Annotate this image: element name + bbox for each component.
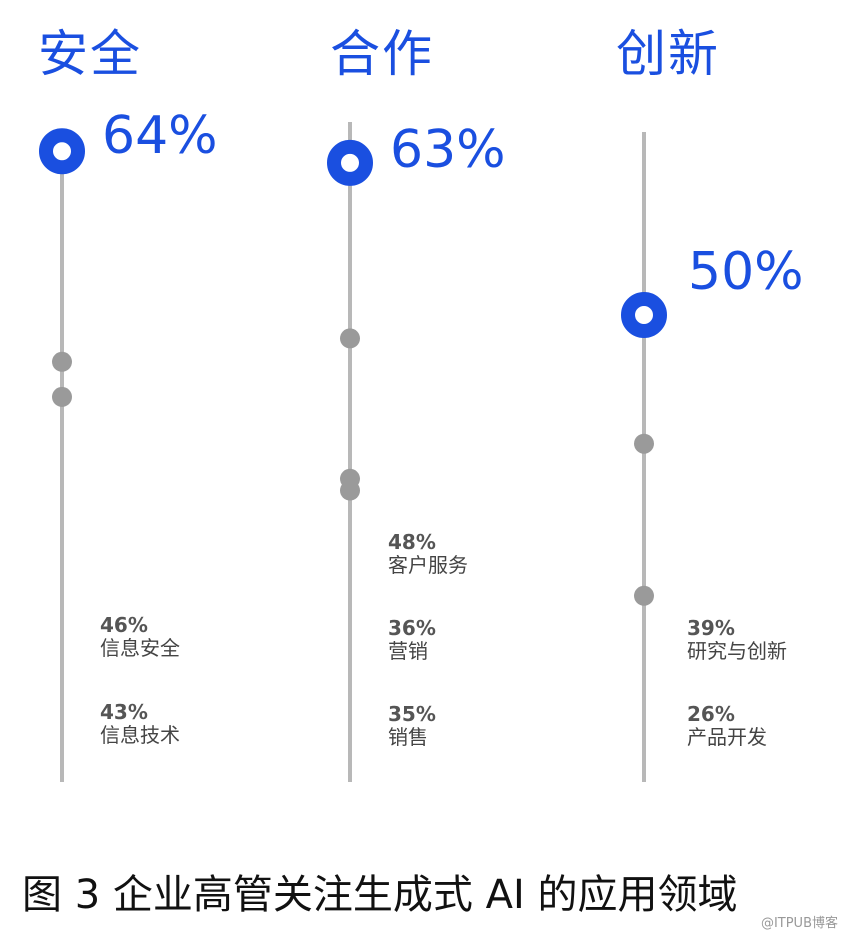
data-label-name: 信息技术 [100, 723, 180, 747]
data-point [340, 328, 360, 349]
data-label-name: 销售 [388, 725, 428, 749]
column-title-collaboration: 合作 [330, 25, 434, 83]
data-label-name: 信息安全 [100, 636, 180, 660]
data-point [52, 351, 72, 372]
data-label-product-dev: 26% 产品开发 [687, 703, 767, 749]
data-point [52, 386, 72, 407]
data-label-value: 26% [687, 702, 735, 726]
data-label-name: 研究与创新 [687, 639, 787, 663]
data-label-value: 48% [388, 530, 436, 554]
data-point [634, 585, 654, 606]
data-label-it: 43% 信息技术 [100, 701, 180, 747]
data-label-customer-service: 48% 客户服务 [388, 531, 468, 577]
data-label-value: 36% [388, 616, 436, 640]
data-point [634, 433, 654, 454]
column-title-security: 安全 [38, 25, 142, 83]
data-label-name: 产品开发 [687, 725, 767, 749]
data-label-infosec: 46% 信息安全 [100, 614, 180, 660]
watermark: @ITPUB博客 [760, 916, 838, 931]
data-label-name: 客户服务 [388, 553, 468, 577]
top-value-innovation: 50% [688, 242, 804, 302]
data-label-value: 35% [388, 702, 436, 726]
top-value-security: 64% [102, 106, 218, 166]
data-label-value: 46% [100, 613, 148, 637]
highlight-point [39, 128, 85, 175]
data-label-name: 营销 [388, 639, 428, 663]
figure-caption: 图 3 企业高管关注生成式 AI 的应用领域 [22, 872, 738, 918]
column-title-innovation: 创新 [616, 25, 720, 83]
data-label-marketing: 36% 营销 [388, 617, 436, 663]
highlight-point [327, 139, 373, 186]
highlight-point [621, 292, 667, 338]
data-point [340, 480, 360, 501]
top-value-collaboration: 63% [390, 120, 506, 180]
data-label-value: 43% [100, 700, 148, 724]
data-label-rnd: 39% 研究与创新 [687, 617, 787, 663]
data-label-value: 39% [687, 616, 735, 640]
data-label-sales: 35% 销售 [388, 703, 436, 749]
